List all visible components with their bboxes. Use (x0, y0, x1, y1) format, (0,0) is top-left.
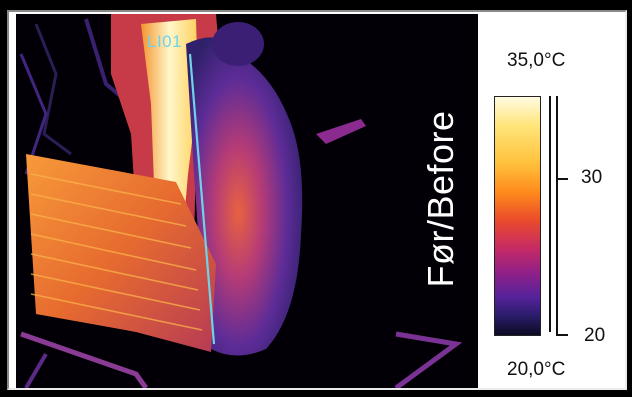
thermal-image: LI01 Før/Before (16, 14, 478, 388)
table-edge (394, 331, 463, 388)
scale-tick-30 (558, 178, 568, 180)
thermal-scene (16, 14, 478, 388)
max-temperature: 35,0°C (507, 50, 566, 71)
scale-label-20: 20 (584, 325, 606, 346)
min-temperature: 20,0°C (507, 359, 566, 380)
measurement-line[interactable] (188, 53, 216, 345)
scale-tick-20 (558, 334, 568, 336)
object-region (316, 119, 366, 144)
measurement-line-label: LI01 (147, 32, 183, 51)
scale-axis (549, 96, 561, 336)
fabric-texture (30, 173, 203, 331)
table-edge (24, 352, 48, 388)
scale-label-30: 30 (581, 167, 603, 188)
thermal-image-panel: LI01 Før/Before 35,0°C 30 20 20,0°C (7, 10, 627, 390)
before-label: Før/Before (420, 110, 461, 288)
color-scale-bar (494, 96, 541, 336)
background-noise (19, 53, 48, 175)
knuckle-region (212, 22, 264, 66)
hot-core (141, 19, 198, 254)
scale-axis-line (556, 96, 558, 336)
background-noise (34, 23, 72, 156)
scale-axis-line (549, 96, 551, 332)
table-edge (20, 331, 149, 388)
